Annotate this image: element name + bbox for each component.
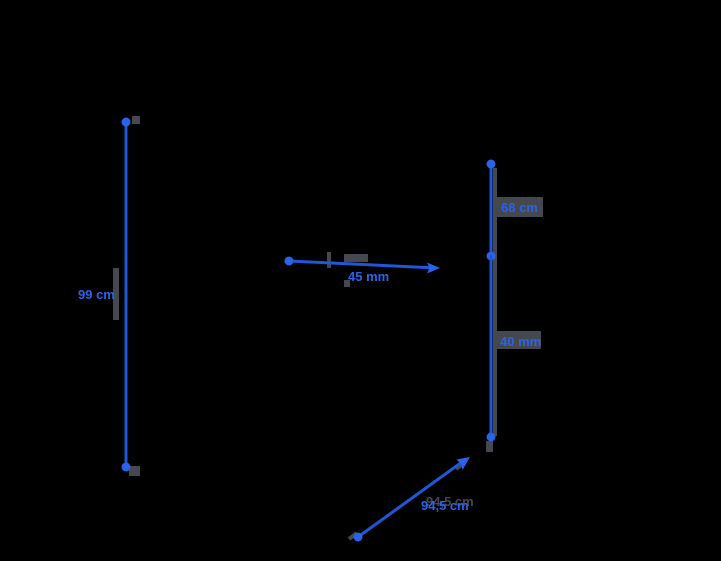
middle-horizontal-arrow-stroke[interactable]: [287, 259, 438, 270]
left-vertical-line[interactable]: [121, 117, 131, 472]
ghost-tick-middle: [327, 252, 331, 268]
right-lower-label[interactable]: 40 mm: [500, 334, 541, 349]
ghost-box-right-upper-label: [497, 197, 543, 217]
right-upper-top-dot[interactable]: [486, 159, 496, 169]
diagonal-label[interactable]: 94,5 cm: [421, 498, 469, 513]
ghost-tick-right-bottom: [486, 441, 493, 452]
ghost-sliver-right-line: [493, 168, 497, 436]
ghost-bar-middle-label: [344, 254, 368, 262]
diagonal-arrow[interactable]: [353, 457, 471, 542]
left-vertical-bottom-dot[interactable]: [121, 462, 131, 472]
middle-horizontal-arrowhead[interactable]: [427, 262, 440, 274]
right-lower-line[interactable]: [486, 254, 496, 442]
right-upper-label[interactable]: 68 cm: [501, 200, 538, 215]
right-lower-bottom-dot[interactable]: [486, 432, 496, 442]
diagonal-start-dot[interactable]: [353, 532, 363, 542]
ghost-tick-left-bottom: [129, 466, 140, 476]
left-vertical-label[interactable]: 99 cm: [78, 287, 115, 302]
ghost-tick-left-top: [132, 116, 140, 124]
middle-horizontal-arrow[interactable]: [284, 256, 441, 274]
diagonal-arrowhead[interactable]: [456, 457, 471, 470]
ghost-mark-middle-label: [344, 280, 350, 287]
middle-horizontal-start-dot[interactable]: [284, 256, 294, 266]
right-upper-line[interactable]: [486, 159, 496, 261]
ghost-sliver-left-label: [113, 268, 119, 320]
middle-horizontal-label[interactable]: 45 mm: [348, 269, 389, 284]
ghost-box-right-lower-label: [497, 331, 541, 349]
left-vertical-top-dot[interactable]: [121, 117, 131, 127]
diagonal-label-ghost: 94,5 cm: [426, 494, 474, 509]
diagonal-arrow-stroke[interactable]: [356, 460, 464, 539]
